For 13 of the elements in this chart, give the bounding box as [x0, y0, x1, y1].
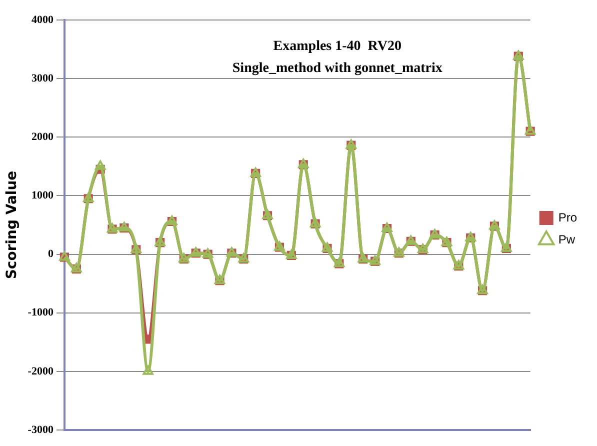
- text: Single_method with gonnet_matrix: [232, 61, 442, 76]
- legend-label: Pro: [558, 210, 578, 224]
- y-tick-label: -1000: [28, 306, 54, 319]
- y-tick-label: -3000: [28, 424, 54, 436]
- y-tick-label: 2000: [31, 130, 54, 143]
- y-tick-label: -2000: [28, 365, 54, 378]
- y-tick-label: 4000: [31, 14, 54, 26]
- text: Examples 1-40 RV20: [273, 39, 402, 54]
- y-tick-label: 1000: [31, 190, 54, 202]
- y-tick-label: 3000: [31, 72, 54, 84]
- y-axis-title: Scoring Value: [4, 170, 20, 280]
- legend-label: Pw: [558, 232, 576, 246]
- y-tick-label: 0: [48, 248, 54, 260]
